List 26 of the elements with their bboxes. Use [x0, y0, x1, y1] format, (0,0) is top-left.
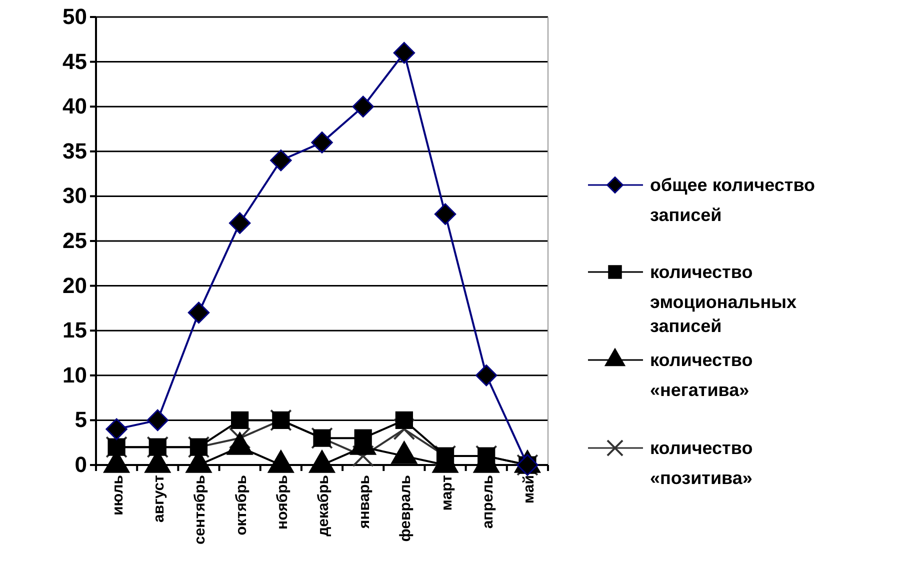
- y-tick-label: 10: [62, 362, 87, 388]
- y-tick-label: 35: [62, 138, 87, 164]
- x-tick-label: апрель: [479, 475, 496, 529]
- y-tick-label: 5: [74, 407, 87, 432]
- y-tick-label: 45: [62, 48, 87, 74]
- y-tick-label: 20: [62, 272, 87, 298]
- legend-label: количество «позитива»: [650, 438, 753, 488]
- x-tick-label: август: [150, 475, 168, 522]
- y-tick-label: 30: [62, 183, 87, 208]
- x-tick-label: декабрь: [315, 475, 332, 536]
- y-tick-label: 15: [62, 318, 87, 343]
- legend-label: количество эмоциональных записей: [650, 262, 797, 336]
- x-tick-label: сентябрь: [192, 475, 209, 544]
- x-tick-label: май: [520, 475, 538, 504]
- x-tick-label: март: [438, 475, 456, 511]
- legend-label: общее количество записей: [650, 175, 816, 225]
- x-tick-label: октябрь: [232, 475, 250, 536]
- y-tick-label: 25: [62, 228, 87, 254]
- x-tick-label: февраль: [397, 475, 414, 542]
- x-tick-label: январь: [356, 475, 374, 529]
- y-tick-label: 0: [74, 452, 87, 478]
- x-tick-label: июль: [110, 475, 127, 516]
- y-tick-label: 50: [62, 4, 87, 30]
- legend-label: количество «негатива»: [650, 350, 753, 400]
- y-tick-label: 40: [62, 94, 87, 119]
- x-tick-label: ноябрь: [274, 475, 291, 530]
